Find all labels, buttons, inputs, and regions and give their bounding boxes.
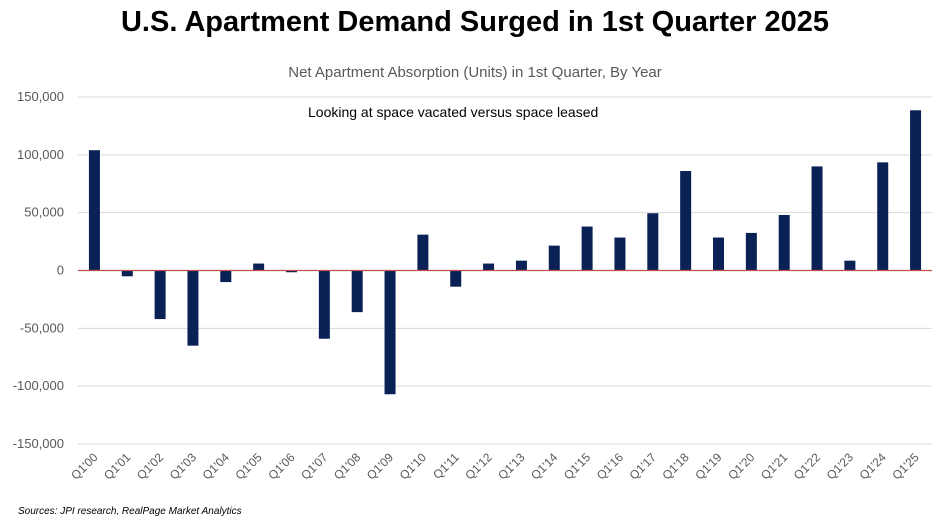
y-tick-label: -50,000 — [20, 320, 64, 335]
x-tick-label: Q1'15 — [561, 450, 594, 483]
x-tick-label: Q1'19 — [692, 450, 725, 483]
x-tick-label: Q1'04 — [200, 450, 233, 483]
chart-subtitle: Net Apartment Absorption (Units) in 1st … — [288, 64, 662, 81]
x-tick-label: Q1'11 — [430, 450, 462, 482]
bar — [351, 270, 363, 313]
x-tick-label: Q1'01 — [101, 450, 134, 483]
bar — [515, 260, 527, 271]
chart-annotation: Looking at space vacated versus space le… — [308, 104, 599, 120]
x-tick-label: Q1'13 — [495, 450, 528, 483]
bar — [778, 214, 790, 271]
bar — [581, 226, 593, 271]
bar — [417, 234, 429, 271]
x-tick-label: Q1'00 — [68, 450, 101, 483]
x-tick-label: Q1'14 — [528, 450, 561, 483]
bar — [614, 237, 626, 271]
x-tick-label: Q1'02 — [134, 450, 167, 483]
x-tick-label: Q1'07 — [298, 450, 331, 483]
bar — [745, 232, 757, 271]
x-tick-label: Q1'22 — [791, 450, 824, 483]
x-tick-label: Q1'16 — [594, 450, 627, 483]
bar — [483, 263, 495, 271]
x-tick-label: Q1'06 — [265, 450, 298, 483]
bar — [811, 166, 823, 271]
x-tick-label: Q1'05 — [232, 450, 265, 483]
bar — [384, 270, 396, 395]
x-tick-label: Q1'17 — [627, 450, 660, 483]
bar — [910, 110, 922, 271]
x-tick-label: Q1'23 — [824, 450, 857, 483]
bar — [647, 213, 659, 271]
bar — [844, 260, 856, 271]
x-tick-label: Q1'20 — [725, 450, 758, 483]
bar — [713, 237, 724, 271]
bar — [88, 150, 100, 271]
chart-title: U.S. Apartment Demand Surged in 1st Quar… — [120, 6, 829, 38]
x-tick-label: Q1'03 — [167, 450, 200, 483]
bar — [121, 270, 133, 277]
bar — [548, 245, 560, 271]
bar — [318, 270, 330, 339]
y-tick-label: 0 — [57, 263, 64, 278]
x-tick-label: Q1'12 — [462, 450, 495, 483]
x-tick-label: Q1'18 — [659, 450, 692, 483]
y-tick-label: 100,000 — [17, 147, 64, 162]
bar — [286, 270, 297, 273]
bar — [450, 270, 462, 287]
bar — [877, 162, 889, 271]
x-tick-label: Q1'21 — [758, 450, 791, 483]
x-tick-label: Q1'10 — [397, 450, 430, 483]
x-tick-label: Q1'25 — [889, 450, 922, 483]
bar — [220, 270, 232, 283]
y-tick-label: -150,000 — [13, 436, 64, 451]
x-tick-label: Q1'09 — [364, 450, 397, 483]
y-tick-label: 150,000 — [17, 89, 64, 104]
bar — [680, 171, 692, 271]
bar — [187, 270, 199, 346]
x-tick-label: Q1'24 — [857, 450, 890, 483]
x-tick-label: Q1'08 — [331, 450, 364, 483]
bar — [154, 270, 166, 320]
y-tick-label: -100,000 — [13, 378, 64, 393]
bar — [253, 263, 265, 271]
y-tick-label: 50,000 — [24, 205, 64, 220]
source-note: Sources: JPI research, RealPage Market A… — [18, 506, 242, 517]
